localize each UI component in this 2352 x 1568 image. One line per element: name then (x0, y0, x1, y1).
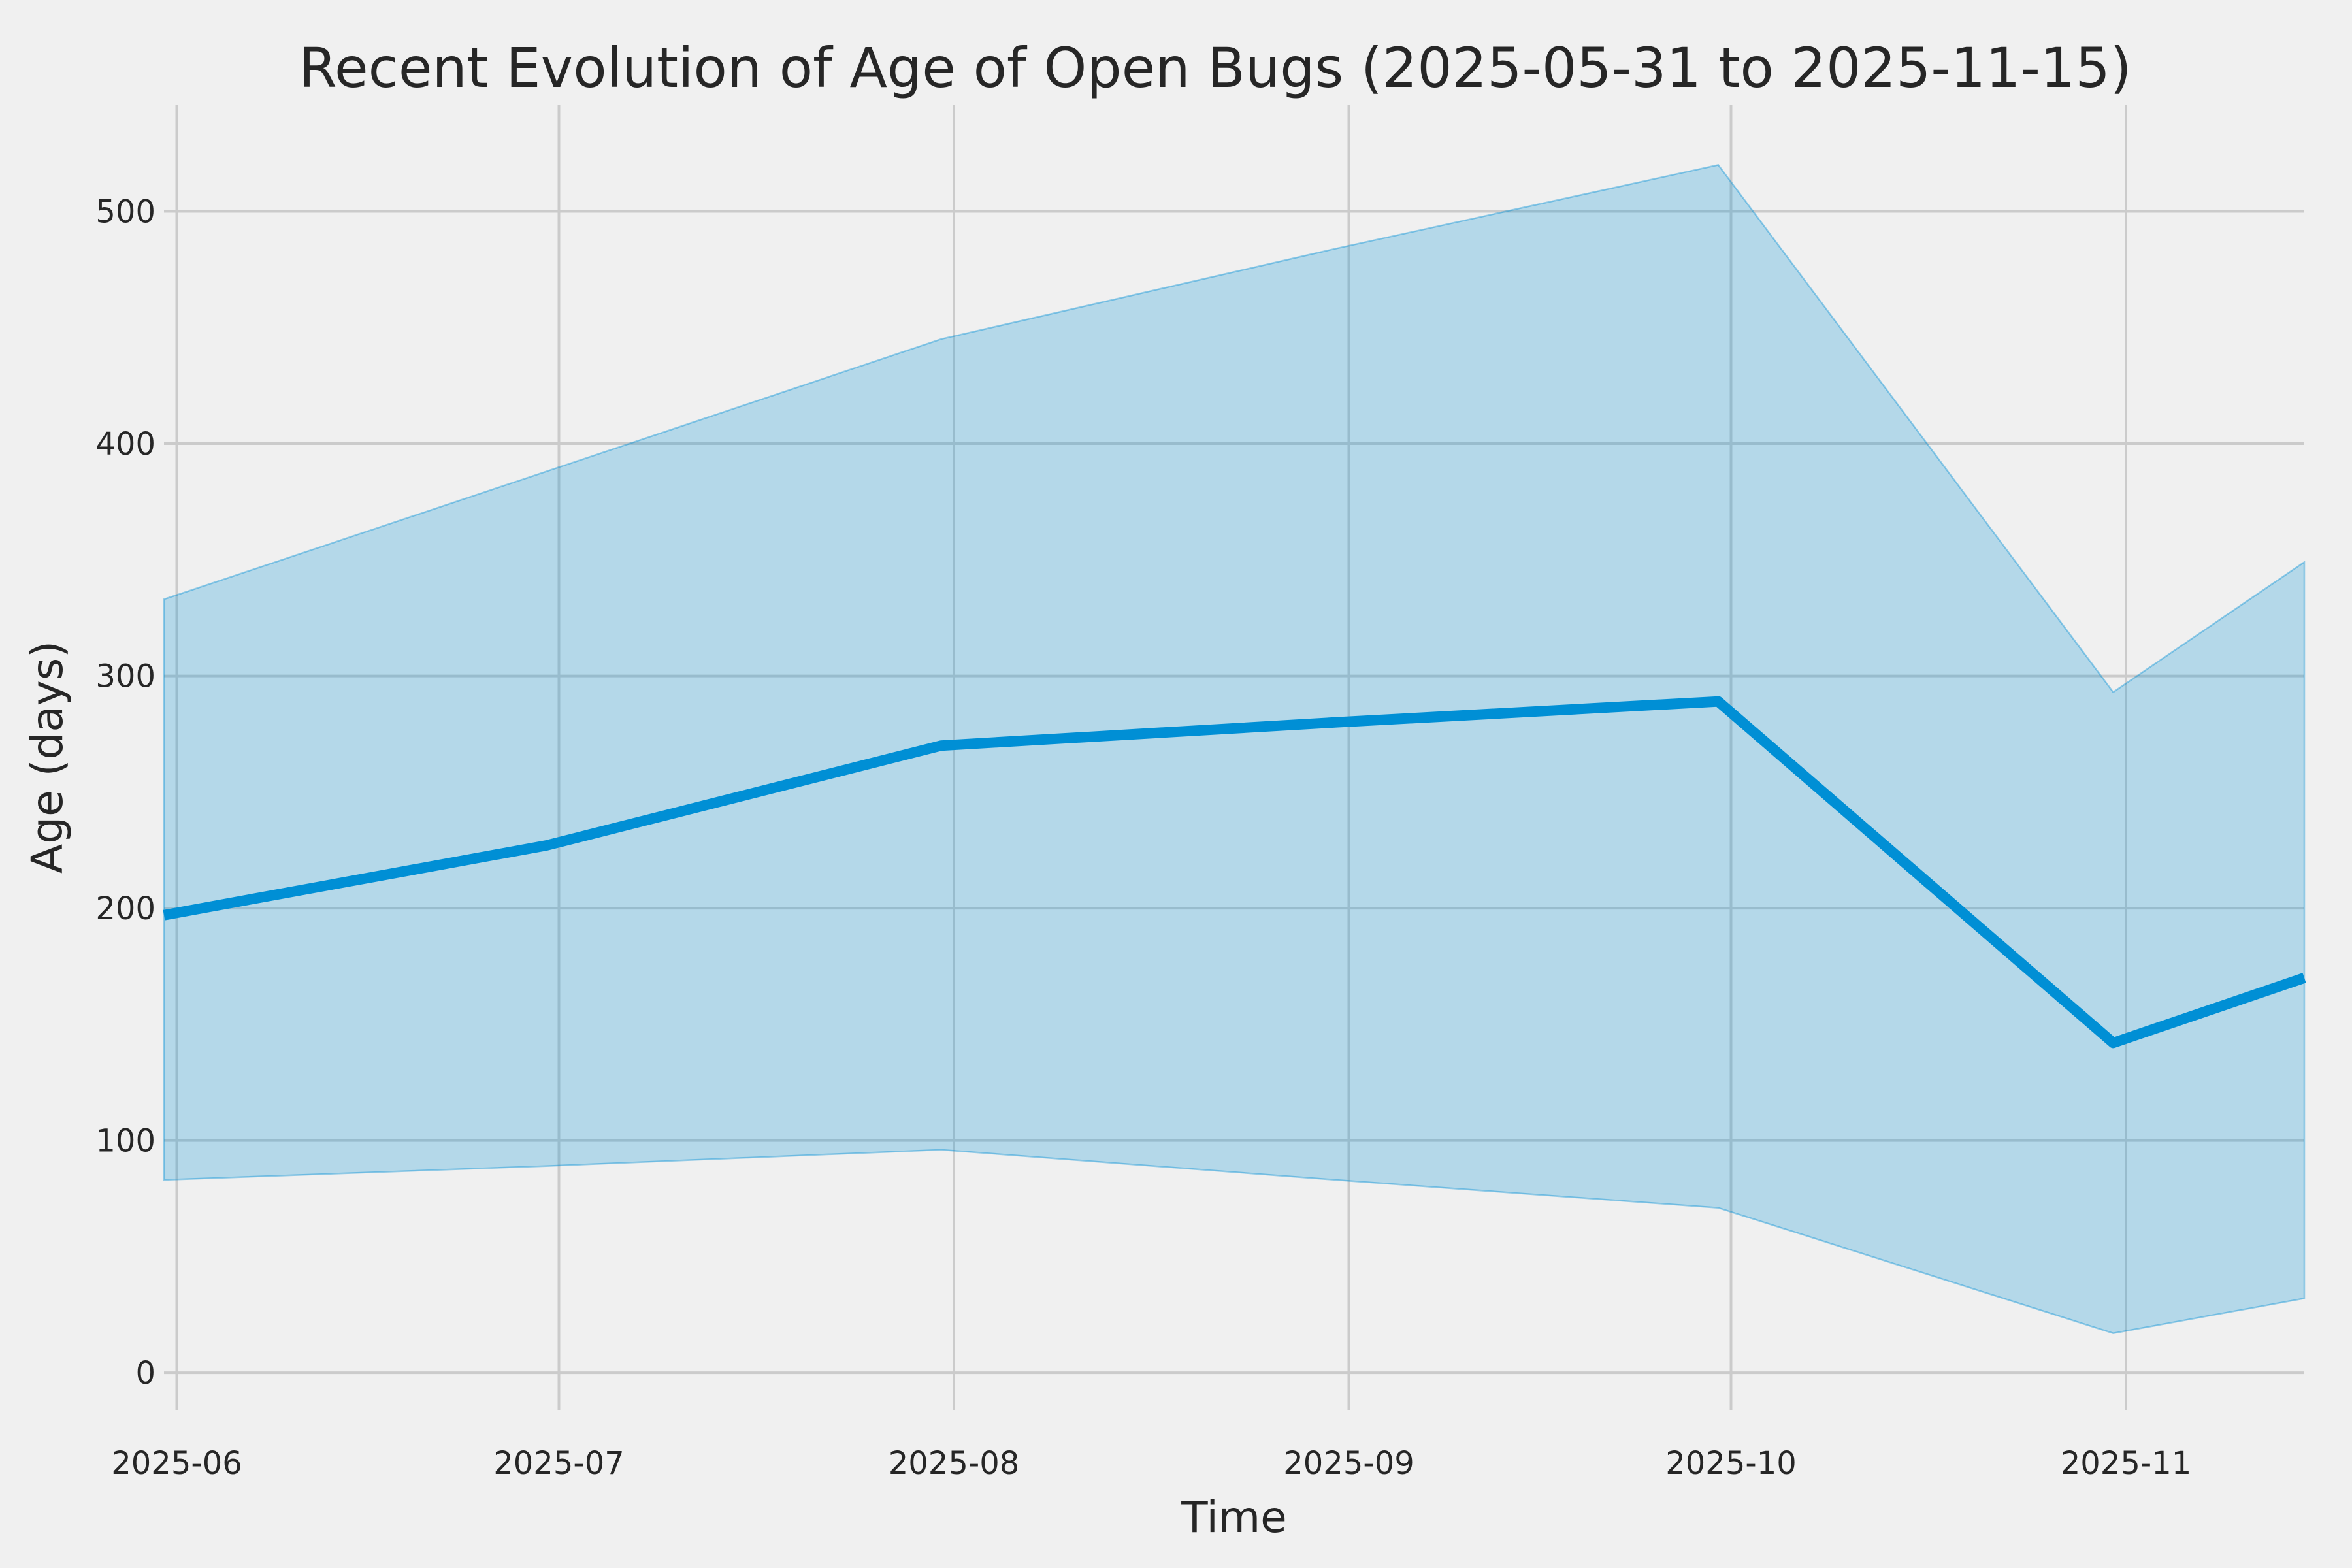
y-axis-label: Age (days) (22, 641, 73, 874)
y-axis-tick-labels: 0 100 200 300 400 500 (95, 194, 155, 1392)
x-tick-label: 2025-06 (111, 1445, 242, 1482)
x-tick-label: 2025-09 (1283, 1445, 1414, 1482)
y-tick-label: 200 (95, 890, 155, 927)
chart-title: Recent Evolution of Age of Open Bugs (20… (299, 36, 2131, 100)
x-tick-label: 2025-08 (889, 1445, 1020, 1482)
x-axis-label: Time (1181, 1492, 1287, 1543)
x-axis-tick-labels: 2025-06 2025-07 2025-08 2025-09 2025-10 2025-… (111, 1445, 2191, 1482)
y-tick-label: 500 (95, 194, 155, 231)
y-tick-label: 0 (135, 1355, 155, 1392)
mean-line (163, 696, 2306, 1049)
y-tick-label: 100 (95, 1123, 155, 1160)
min-max-band (163, 164, 2306, 1334)
y-tick-label: 300 (95, 659, 155, 695)
y-tick-label: 400 (95, 426, 155, 463)
x-tick-label: 2025-11 (2061, 1445, 2192, 1482)
x-gridlines (175, 105, 2127, 1410)
x-tick-label: 2025-10 (1665, 1445, 1797, 1482)
x-tick-label: 2025-07 (493, 1445, 625, 1482)
y-gridlines (164, 210, 2304, 1375)
